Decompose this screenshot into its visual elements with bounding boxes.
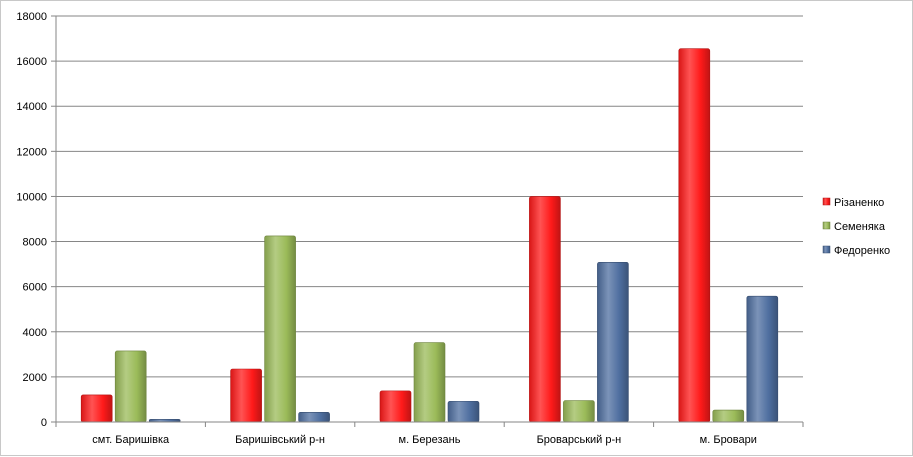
bar [529, 196, 561, 423]
y-tick-label: 0 [41, 417, 47, 429]
x-category-label: Броварський р-н [537, 434, 622, 446]
bar [298, 412, 330, 423]
x-category-label: м. Березань [399, 434, 461, 446]
x-category-label: Баришівський р-н [235, 434, 325, 446]
y-tick-label: 12000 [16, 146, 47, 158]
y-tick-label: 16000 [16, 56, 47, 68]
bar [563, 400, 595, 423]
legend-label: Семеняка [834, 221, 886, 233]
y-tick-label: 6000 [23, 282, 47, 294]
legend-swatch [822, 245, 831, 254]
x-category-label: м. Бровари [700, 434, 757, 446]
bar [447, 400, 480, 423]
bar [114, 350, 147, 423]
bar [264, 235, 296, 423]
gridlines [56, 15, 803, 423]
bar [230, 368, 262, 423]
legend-swatch [822, 221, 831, 230]
legend-label: Різаненко [834, 197, 884, 209]
y-tick-label: 18000 [16, 11, 47, 23]
y-axis-ticks: 0 2000 4000 6000 8000 10000 12000 14000 16000 180… [16, 11, 56, 429]
x-axis-labels: смт. Баришівка Баришівський р-н м. Березан… [92, 434, 757, 446]
legend-swatch [822, 197, 831, 206]
bar [597, 262, 629, 423]
y-tick-label: 8000 [23, 237, 47, 249]
y-tick-label: 14000 [16, 101, 47, 113]
x-category-label: смт. Баришівка [92, 434, 170, 446]
bars [80, 48, 779, 423]
y-tick-label: 10000 [16, 191, 47, 203]
bar [413, 342, 446, 423]
y-tick-label: 2000 [23, 372, 47, 384]
bar [678, 48, 711, 423]
bar [712, 409, 745, 423]
legend: Різаненко Семеняка Федоренко [822, 197, 890, 257]
bar [80, 394, 113, 423]
axes [55, 16, 804, 427]
bar [379, 390, 412, 423]
legend-label: Федоренко [834, 245, 890, 257]
y-tick-label: 4000 [23, 327, 47, 339]
bar [746, 295, 779, 423]
